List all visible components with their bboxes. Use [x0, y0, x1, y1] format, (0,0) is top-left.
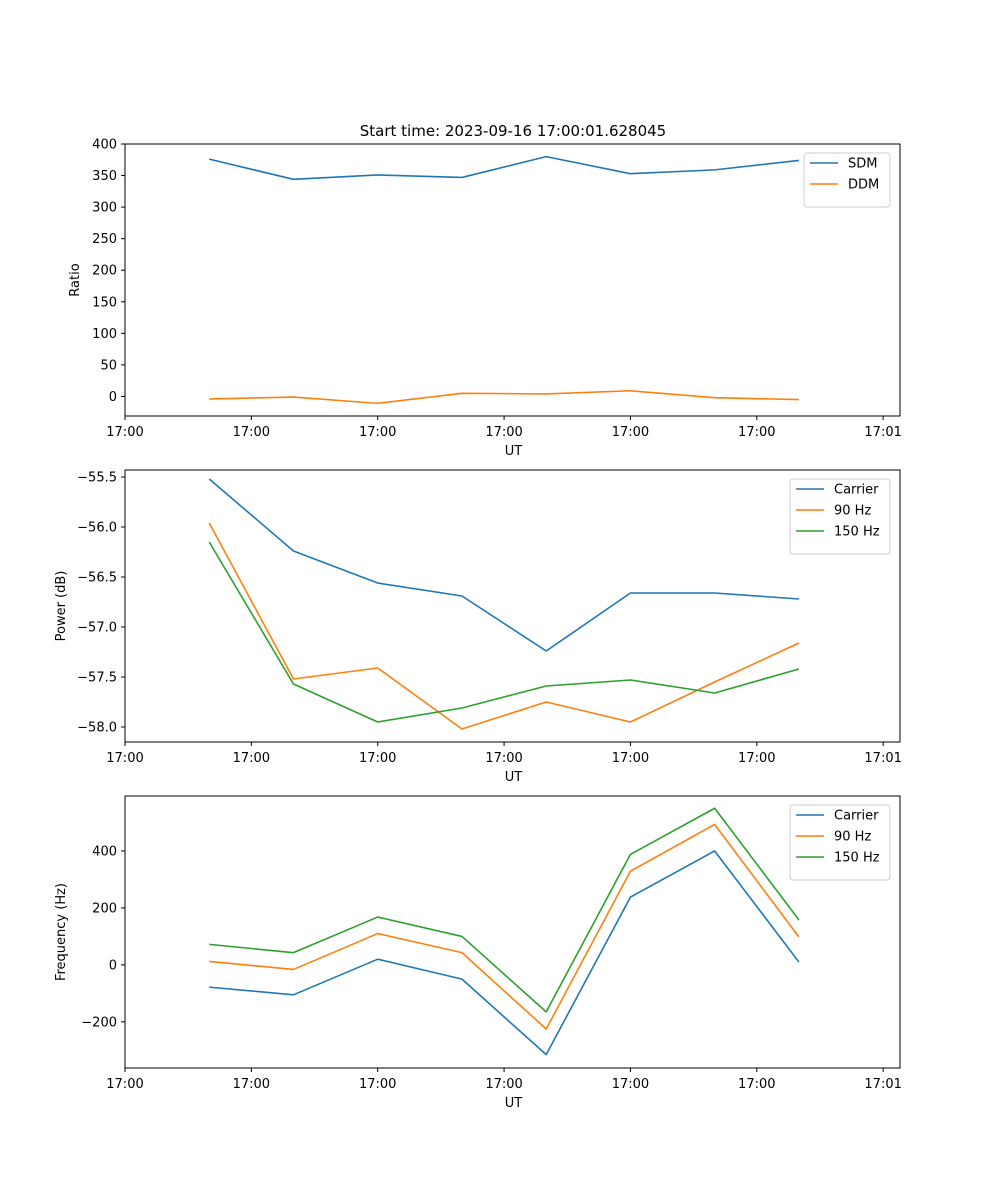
- y-tick-label: 350: [92, 169, 117, 184]
- legend-box: [789, 804, 891, 881]
- chart-panel-3: 17:00 17:00 17:00 17:00 17:00 17:00 17:01 −200 0…: [54, 795, 902, 1111]
- y-tick-label: 100: [92, 327, 117, 342]
- chart-panel-1: 17:00 17:00 17:00 17:00 17:00 17:00 17:01 0 50 10…: [68, 138, 902, 460]
- legend-label: 150 Hz: [834, 851, 880, 866]
- legend-label: SDM: [848, 157, 877, 172]
- y-tick-label: 0: [109, 958, 117, 973]
- x-tick-label: 17:00: [612, 1077, 649, 1092]
- series-line-90-hz: [209, 823, 800, 1030]
- x-tick-label: 17:00: [359, 425, 396, 440]
- y-tick-label: 400: [92, 138, 117, 153]
- axes-frame: [124, 143, 901, 417]
- x-tick-label: 17:01: [864, 425, 901, 440]
- y-tick-label: 300: [92, 201, 117, 216]
- y-tick-label: 250: [92, 232, 117, 247]
- y-axis-label: Ratio: [68, 263, 83, 296]
- y-tick-label: −57.0: [77, 621, 117, 636]
- x-tick-label: 17:00: [359, 1077, 396, 1092]
- legend-label: 150 Hz: [834, 525, 880, 540]
- axes-frame: [124, 795, 901, 1069]
- y-axis-label: Power (dB): [54, 571, 69, 642]
- y-tick-label: 200: [92, 901, 117, 916]
- x-tick-label: 17:00: [233, 1077, 270, 1092]
- x-tick-label: 17:00: [485, 1077, 522, 1092]
- x-axis-label: UT: [505, 1096, 523, 1111]
- series-line-sdm: [209, 155, 799, 181]
- x-tick-label: 17:00: [485, 751, 522, 766]
- x-tick-label: 17:00: [233, 751, 270, 766]
- legend-label: Carrier: [834, 483, 879, 498]
- x-tick-label: 17:00: [738, 751, 775, 766]
- legend-box: [789, 478, 891, 555]
- y-tick-label: −55.5: [77, 471, 117, 486]
- axes-frame: [124, 469, 901, 743]
- series-line-ddm: [209, 389, 799, 405]
- series-line-150-hz: [209, 807, 800, 1013]
- legend: SDM DDM: [803, 152, 891, 208]
- x-tick-label: 17:01: [864, 1077, 901, 1092]
- x-tick-label: 17:00: [233, 425, 270, 440]
- y-tick-label: −56.5: [77, 571, 117, 586]
- y-tick-label: 0: [109, 390, 117, 405]
- legend-label: 90 Hz: [834, 830, 871, 845]
- x-axis-label: UT: [505, 770, 523, 785]
- legend: Carrier 90 Hz 150 Hz: [789, 478, 891, 555]
- x-axis-label: UT: [505, 444, 523, 459]
- legend-box: [803, 152, 891, 208]
- y-tick-label: −56.0: [77, 521, 117, 536]
- legend: Carrier 90 Hz 150 Hz: [789, 804, 891, 881]
- legend-label: 90 Hz: [834, 504, 871, 519]
- x-tick-label: 17:00: [738, 1077, 775, 1092]
- x-tick-label: 17:00: [106, 425, 143, 440]
- y-tick-label: 50: [100, 358, 117, 373]
- figure-title: Start time: 2023-09-16 17:00:01.628045: [360, 122, 666, 140]
- chart-panel-2: 17:00 17:00 17:00 17:00 17:00 17:00 17:01 −58.0…: [54, 469, 902, 785]
- series-line-carrier: [209, 850, 800, 1056]
- legend-label: Carrier: [834, 809, 879, 824]
- y-tick-label: −200: [81, 1015, 117, 1030]
- y-tick-label: −58.0: [77, 721, 117, 736]
- x-tick-label: 17:00: [485, 425, 522, 440]
- x-tick-label: 17:00: [738, 425, 775, 440]
- series-line-carrier: [208, 478, 799, 652]
- x-tick-label: 17:00: [359, 751, 396, 766]
- x-tick-label: 17:00: [106, 751, 143, 766]
- x-tick-label: 17:00: [612, 425, 649, 440]
- x-tick-label: 17:00: [612, 751, 649, 766]
- series-line-150-hz: [208, 541, 800, 723]
- y-axis-label: Frequency (Hz): [54, 883, 69, 981]
- legend-label: DDM: [848, 178, 879, 193]
- y-tick-label: 400: [92, 844, 117, 859]
- series-line-90-hz: [208, 522, 800, 730]
- y-tick-label: 200: [92, 264, 117, 279]
- x-tick-label: 17:01: [864, 751, 901, 766]
- x-tick-label: 17:00: [106, 1077, 143, 1092]
- y-tick-label: −57.5: [77, 671, 117, 686]
- y-tick-label: 150: [92, 295, 117, 310]
